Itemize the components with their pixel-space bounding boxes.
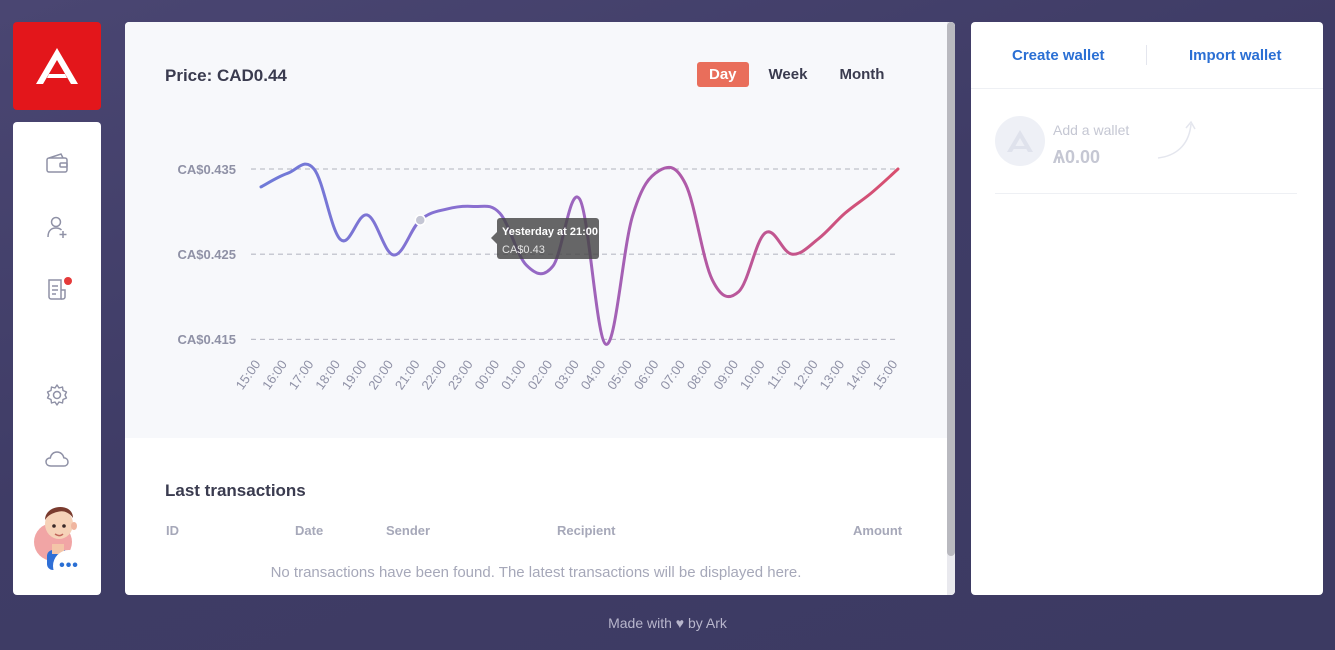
heart-icon: ♥ [675, 615, 685, 631]
document-icon [48, 279, 66, 300]
x-tick-label: 08:00 [684, 357, 715, 392]
x-tick-label: 05:00 [604, 357, 635, 392]
sidebar-item-announcements[interactable] [42, 275, 72, 305]
column-header-sender: Sender [386, 523, 431, 538]
ark-logo[interactable] [13, 22, 101, 110]
x-tick-label: 07:00 [657, 357, 688, 392]
ark-logo-icon [36, 48, 78, 84]
add-wallet-label: Add a wallet [1053, 122, 1130, 138]
sidebar-item-network[interactable] [42, 444, 72, 474]
divider [1146, 45, 1147, 65]
x-tick-label: 13:00 [816, 357, 847, 392]
transactions-empty-message: No transactions have been found. The lat… [270, 564, 802, 581]
x-tick-label: 00:00 [471, 357, 502, 392]
period-tabs: Day Week Month [697, 62, 904, 87]
sidebar-item-wallets[interactable] [42, 148, 72, 178]
y-tick-label: CA$0.415 [177, 332, 236, 347]
wallet-actions: Create wallet Import wallet [971, 22, 1323, 89]
wallet-panel: Create wallet Import wallet Add a wallet… [971, 22, 1323, 595]
tab-day[interactable]: Day [697, 62, 749, 87]
price-title: Price: CAD0.44 [165, 66, 287, 85]
x-tick-label: 03:00 [551, 357, 582, 392]
x-tick-label: 17:00 [286, 357, 317, 392]
wallet-placeholder-icon [995, 116, 1045, 166]
x-tick-label: 21:00 [392, 357, 423, 392]
tab-month[interactable]: Month [839, 66, 885, 83]
x-tick-label: 19:00 [339, 357, 370, 392]
footer-prefix: Made with [608, 615, 672, 631]
add-wallet-card[interactable]: Add a wallet Ѧ0.00 [995, 116, 1297, 194]
x-tick-label: 04:00 [578, 357, 609, 392]
transactions-title: Last transactions [165, 481, 306, 500]
scrollbar[interactable] [947, 22, 955, 595]
x-tick-label: 22:00 [418, 357, 449, 392]
arrow-curve-icon [1157, 120, 1196, 159]
sidebar: ••• [13, 122, 101, 595]
x-tick-label: 11:00 [764, 357, 794, 391]
create-wallet-button[interactable]: Create wallet [1012, 47, 1105, 64]
sidebar-item-contacts[interactable] [42, 212, 72, 242]
x-tick-label: 10:00 [737, 357, 768, 392]
dashboard-main: Price: CAD0.44 Day Week Month CA$0.435 CA… [125, 22, 955, 595]
x-tick-label: 09:00 [710, 357, 741, 392]
x-tick-label: 01:00 [498, 357, 529, 392]
avatar-image [34, 506, 77, 570]
column-header-id: ID [166, 523, 179, 538]
add-wallet-balance: Ѧ0.00 [1053, 147, 1101, 167]
x-tick-label: 02:00 [524, 357, 555, 392]
avatar[interactable] [33, 498, 83, 570]
notification-dot [64, 277, 72, 285]
x-tick-label: 06:00 [631, 357, 662, 392]
scrollbar-thumb[interactable] [947, 22, 955, 556]
chart-tooltip: Yesterday at 21:00 CA$0.43 [491, 218, 599, 259]
x-tick-label: 23:00 [445, 357, 476, 392]
x-tick-label: 15:00 [870, 357, 901, 392]
tab-week[interactable]: Week [768, 66, 808, 83]
column-header-amount: Amount [853, 523, 903, 538]
y-tick-label: CA$0.425 [177, 247, 236, 262]
tooltip-title: Yesterday at 21:00 [502, 226, 598, 238]
footer-suffix: by Ark [688, 615, 727, 631]
x-tick-label: 16:00 [259, 357, 290, 392]
y-tick-label: CA$0.435 [177, 162, 236, 177]
hover-point[interactable] [414, 214, 426, 226]
tooltip-value: CA$0.43 [502, 244, 545, 256]
column-header-date: Date [295, 523, 324, 538]
more-icon: ••• [59, 557, 79, 574]
avatar-menu-button[interactable]: ••• [55, 552, 83, 580]
footer: Made with ♥ by Ark [0, 615, 1335, 631]
x-tick-label: 14:00 [843, 357, 874, 392]
sidebar-item-settings[interactable] [42, 380, 72, 410]
x-tick-label: 20:00 [365, 357, 396, 392]
price-chart-area: Price: CAD0.44 Day Week Month CA$0.435 CA… [125, 22, 947, 438]
x-tick-label: 12:00 [790, 357, 821, 392]
price-chart: CA$0.435CA$0.425CA$0.41515:0016:0017:001… [177, 162, 901, 392]
import-wallet-button[interactable]: Import wallet [1189, 47, 1282, 64]
add-contact-icon [47, 216, 67, 238]
cloud-icon [45, 451, 69, 467]
column-header-recipient: Recipient [557, 523, 616, 538]
wallet-icon [46, 153, 68, 173]
settings-icon [46, 384, 68, 406]
x-tick-label: 15:00 [233, 357, 264, 392]
x-tick-label: 18:00 [312, 357, 343, 392]
